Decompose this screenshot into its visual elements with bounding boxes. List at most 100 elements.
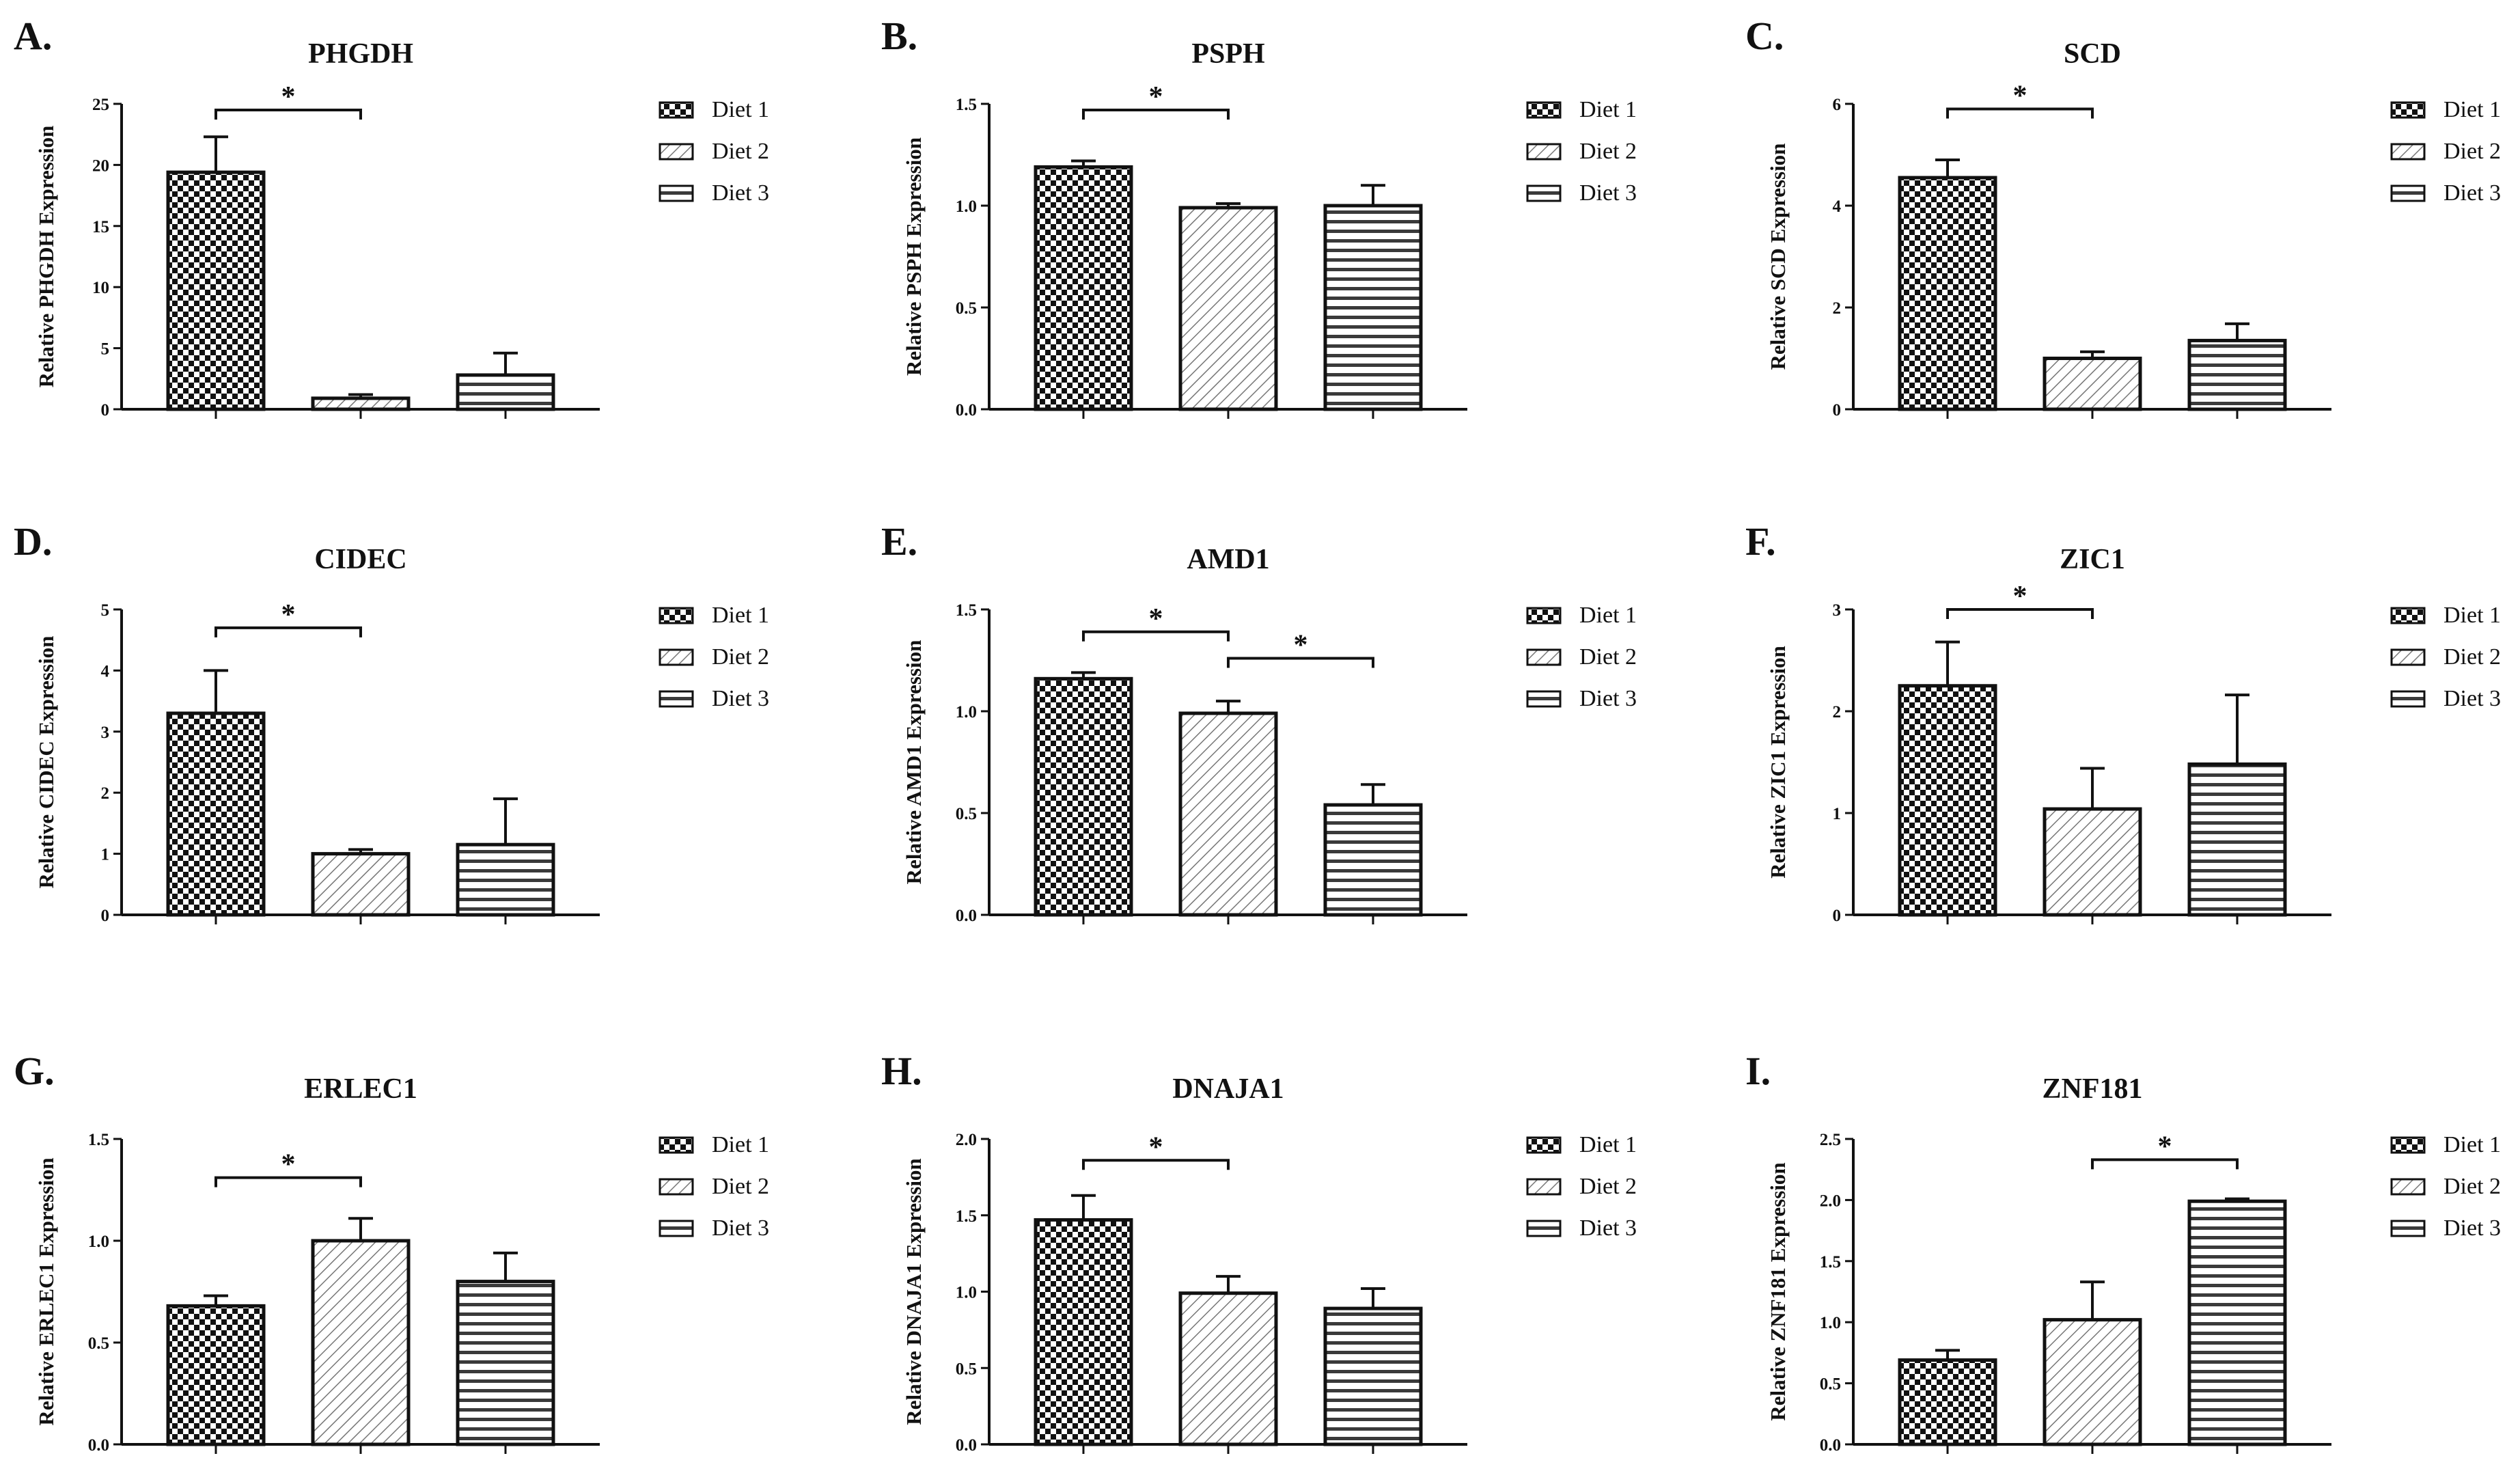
- y-tick-label: 3: [101, 724, 110, 742]
- bar-diet-1: [1034, 165, 1133, 411]
- y-tick-label: 10: [92, 279, 109, 297]
- legend-label-diet-3: Diet 3: [2443, 180, 2501, 206]
- error-bar-diet-1: [1935, 158, 1960, 178]
- bar-diet-3: [456, 373, 555, 411]
- significance-star: *: [281, 599, 296, 631]
- y-axis-label: Relative ZIC1 Expression: [1766, 646, 1790, 878]
- y-tick-label: 1.0: [956, 703, 977, 721]
- legend-swatch-diet-1: [1526, 1136, 1562, 1154]
- y-tick-label: 0.5: [956, 805, 977, 823]
- y-tick-label: 25: [92, 96, 109, 114]
- y-axis-label: Relative CIDEC Expression: [34, 636, 58, 889]
- bar-diet-2: [2043, 357, 2142, 411]
- legend-label-diet-3: Diet 3: [712, 686, 769, 711]
- y-tick-label: 4: [1833, 197, 1842, 216]
- significance-star: *: [1149, 603, 1163, 635]
- y-tick-label: 1.5: [88, 1131, 109, 1149]
- significance-bracket: [214, 108, 362, 120]
- significance-star: *: [1294, 630, 1308, 661]
- panel-scd: C. SCD Relative SCD Expression 0 2 4 6 * Diet 1 D…: [1745, 14, 2501, 420]
- legend-label-diet-2: Diet 2: [712, 644, 769, 670]
- y-tick-label: 2.5: [1820, 1131, 1841, 1149]
- legend-label-diet-1: Diet 1: [712, 97, 769, 122]
- error-bar-diet-3: [1361, 184, 1385, 206]
- y-tick-label: 15: [92, 218, 109, 236]
- y-tick-label: 1.0: [1820, 1314, 1841, 1332]
- y-axis-label: Relative AMD1 Expression: [902, 640, 926, 885]
- significance-bracket: [1227, 657, 1374, 668]
- legend-label-diet-1: Diet 1: [712, 1132, 769, 1157]
- y-tick-label: 1.5: [956, 1207, 977, 1226]
- significance-bracket: [1946, 608, 2094, 619]
- legend-label-diet-3: Diet 3: [712, 1215, 769, 1241]
- legend-label-diet-1: Diet 1: [2443, 97, 2501, 122]
- panel-zic1: F. ZIC1 Relative ZIC1 Expression 0 1 2 3 * Diet …: [1745, 519, 2501, 925]
- y-tick-label: 2: [1833, 299, 1842, 318]
- y-tick-label: 0.0: [1820, 1436, 1841, 1455]
- y-tick-label: 0.5: [956, 1360, 977, 1378]
- legend-swatch-diet-2: [1526, 648, 1562, 666]
- y-tick-label: 0: [101, 401, 110, 420]
- error-bar-diet-1: [1071, 671, 1096, 679]
- error-bar-diet-3: [493, 797, 518, 845]
- legend-label-diet-1: Diet 1: [1579, 97, 1637, 122]
- legend-swatch-diet-3: [2390, 690, 2426, 708]
- y-tick-label: 1: [1833, 805, 1842, 823]
- legend-swatch-diet-1: [2390, 101, 2426, 119]
- significance-bracket: [214, 626, 362, 637]
- panel-letter: B.: [881, 14, 917, 58]
- significance-bracket: [1082, 630, 1230, 642]
- significance-bracket: [1082, 1159, 1230, 1170]
- panel-letter: E.: [881, 519, 917, 564]
- significance-star: *: [2013, 581, 2027, 612]
- y-tick-label: 1.0: [956, 197, 977, 216]
- legend-swatch-diet-2: [2390, 1178, 2426, 1196]
- panel-znf181: I. ZNF181 Relative ZNF181 Expression 0.0 0.5…: [1745, 1049, 2501, 1455]
- y-axis-label: Relative ERLEC1 Expression: [34, 1157, 58, 1425]
- legend-label-diet-1: Diet 1: [2443, 603, 2501, 628]
- bar-diet-2: [311, 1239, 411, 1446]
- legend-swatch-diet-1: [2390, 607, 2426, 624]
- legend-swatch-diet-1: [659, 607, 694, 624]
- error-bar-diet-1: [204, 135, 228, 173]
- error-bar-diet-2: [348, 1217, 373, 1241]
- y-tick-label: 2.0: [1820, 1192, 1841, 1210]
- legend-label-diet-2: Diet 2: [1579, 644, 1637, 670]
- y-tick-label: 3: [1833, 601, 1842, 620]
- y-tick-label: 4: [101, 662, 110, 680]
- y-tick-label: 2: [1833, 703, 1842, 721]
- bar-diet-1: [1034, 1218, 1133, 1446]
- panel-letter: H.: [881, 1049, 922, 1093]
- legend-label-diet-3: Diet 3: [712, 180, 769, 206]
- error-bar-diet-3: [1361, 1287, 1385, 1309]
- legend-swatch-diet-3: [1526, 1220, 1562, 1237]
- significance-star: *: [281, 81, 296, 113]
- panel-letter: F.: [1745, 519, 1776, 564]
- legend-label-diet-1: Diet 1: [1579, 603, 1637, 628]
- panel-letter: I.: [1745, 1049, 1771, 1093]
- legend-label-diet-3: Diet 3: [2443, 686, 2501, 711]
- y-tick-label: 0.0: [956, 907, 977, 925]
- bar-diet-1: [1898, 684, 1997, 917]
- significance-star: *: [2158, 1131, 2172, 1162]
- legend-swatch-diet-1: [1526, 101, 1562, 119]
- bar-diet-2: [2043, 807, 2142, 917]
- legend-label-diet-2: Diet 2: [712, 139, 769, 164]
- bar-diet-1: [166, 170, 266, 411]
- panel-title: PHGDH: [308, 38, 413, 70]
- legend-swatch-diet-2: [659, 648, 694, 666]
- error-bar-diet-1: [204, 669, 228, 713]
- bar-diet-2: [311, 396, 411, 411]
- legend-label-diet-1: Diet 1: [1579, 1132, 1637, 1157]
- y-tick-label: 1: [101, 846, 110, 864]
- legend-swatch-diet-3: [1526, 690, 1562, 708]
- panel-title: ZIC1: [2060, 544, 2125, 575]
- y-tick-label: 1.0: [956, 1284, 977, 1302]
- y-axis-label: Relative SCD Expression: [1766, 143, 1790, 370]
- error-bar-diet-3: [1361, 783, 1385, 806]
- error-bar-diet-2: [2080, 350, 2105, 359]
- significance-bracket: [2091, 1158, 2239, 1170]
- error-bar-diet-1: [204, 1294, 228, 1306]
- y-tick-label: 0.5: [1820, 1375, 1841, 1394]
